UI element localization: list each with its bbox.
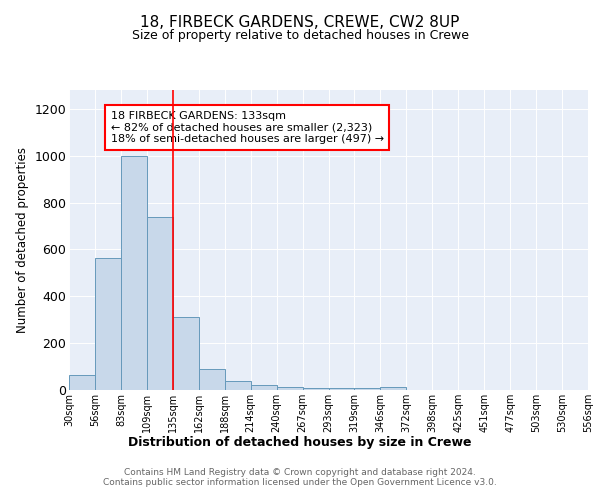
Bar	[199, 369, 224, 390]
Bar	[277, 387, 302, 390]
Bar	[147, 216, 173, 390]
Bar	[355, 388, 380, 390]
Text: Contains HM Land Registry data © Crown copyright and database right 2024.
Contai: Contains HM Land Registry data © Crown c…	[103, 468, 497, 487]
Bar	[69, 375, 95, 390]
Text: Distribution of detached houses by size in Crewe: Distribution of detached houses by size …	[128, 436, 472, 449]
Bar	[121, 156, 147, 390]
Y-axis label: Number of detached properties: Number of detached properties	[16, 147, 29, 333]
Bar	[95, 258, 121, 390]
Bar	[225, 380, 251, 390]
Bar	[173, 318, 199, 390]
Bar	[380, 387, 406, 390]
Text: 18 FIRBECK GARDENS: 133sqm
← 82% of detached houses are smaller (2,323)
18% of s: 18 FIRBECK GARDENS: 133sqm ← 82% of deta…	[110, 111, 383, 144]
Bar	[302, 388, 329, 390]
Text: Size of property relative to detached houses in Crewe: Size of property relative to detached ho…	[131, 30, 469, 43]
Bar	[251, 385, 277, 390]
Bar	[329, 388, 355, 390]
Text: 18, FIRBECK GARDENS, CREWE, CW2 8UP: 18, FIRBECK GARDENS, CREWE, CW2 8UP	[140, 15, 460, 30]
